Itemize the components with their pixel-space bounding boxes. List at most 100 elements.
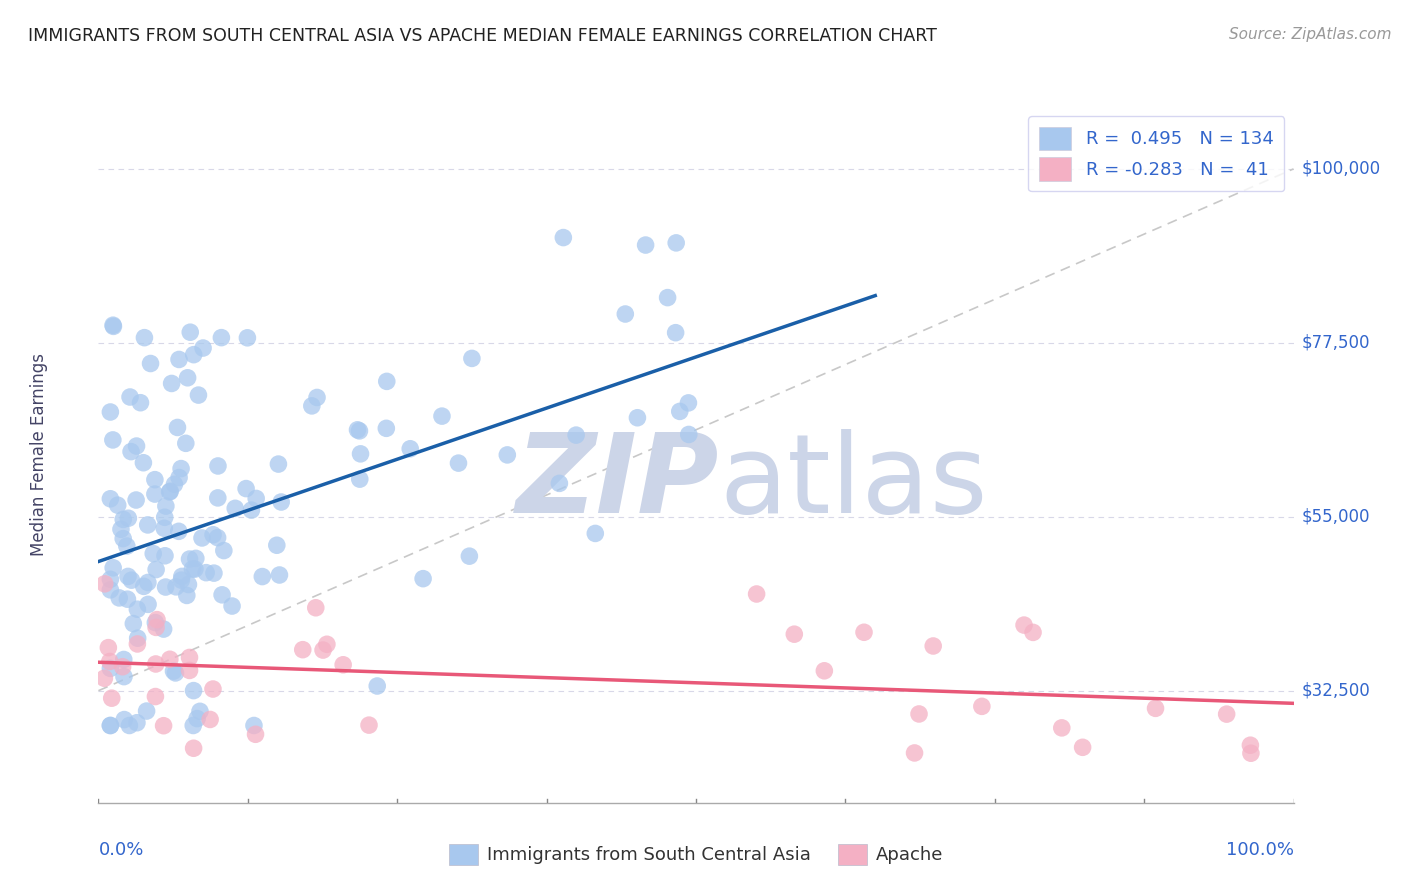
Point xyxy=(626,410,648,425)
Point xyxy=(922,639,945,653)
Point xyxy=(94,577,117,591)
Point xyxy=(97,640,120,655)
Point xyxy=(179,650,201,665)
Point xyxy=(745,587,768,601)
Point xyxy=(145,657,167,671)
Point xyxy=(236,331,259,345)
Point xyxy=(117,569,139,583)
Point xyxy=(93,671,115,685)
Point xyxy=(118,718,141,732)
Text: IMMIGRANTS FROM SOUTH CENTRAL ASIA VS APACHE MEDIAN FEMALE EARNINGS CORRELATION : IMMIGRANTS FROM SOUTH CENTRAL ASIA VS AP… xyxy=(28,27,936,45)
Point xyxy=(349,447,371,461)
Point xyxy=(120,444,142,458)
Point xyxy=(245,727,267,741)
Point xyxy=(665,326,688,340)
Point xyxy=(399,442,422,456)
Point xyxy=(447,456,470,470)
Point xyxy=(349,424,371,438)
Text: $77,500: $77,500 xyxy=(1302,334,1371,351)
Point xyxy=(145,620,167,634)
Point xyxy=(98,582,122,597)
Point xyxy=(167,352,190,367)
Point xyxy=(970,699,993,714)
Point xyxy=(179,552,201,566)
Point xyxy=(207,491,229,505)
Point xyxy=(179,664,201,678)
Point xyxy=(305,391,328,405)
Point xyxy=(458,549,481,563)
Point xyxy=(252,569,274,583)
Point xyxy=(98,405,122,419)
Point xyxy=(170,461,193,475)
Point xyxy=(155,580,177,594)
Point xyxy=(657,291,679,305)
Point xyxy=(142,547,165,561)
Point xyxy=(167,470,190,484)
Point xyxy=(207,458,229,473)
Point xyxy=(243,718,266,732)
Point xyxy=(112,512,135,526)
Point xyxy=(129,395,152,409)
Point xyxy=(1012,618,1035,632)
Point xyxy=(221,599,243,613)
Point xyxy=(101,318,124,333)
Point xyxy=(165,580,187,594)
Point xyxy=(375,375,398,389)
Point xyxy=(1215,707,1237,722)
Point xyxy=(1022,625,1045,640)
Point xyxy=(183,683,205,698)
Point xyxy=(125,715,148,730)
Point xyxy=(112,670,135,684)
Point xyxy=(122,616,145,631)
Point xyxy=(207,531,229,545)
Point xyxy=(153,510,176,524)
Point xyxy=(583,526,606,541)
Point xyxy=(668,404,690,418)
Point xyxy=(634,238,657,252)
Point xyxy=(665,235,688,250)
Point xyxy=(496,448,519,462)
Point xyxy=(132,456,155,470)
Point xyxy=(187,388,209,402)
Point xyxy=(269,568,291,582)
Point xyxy=(332,657,354,672)
Point xyxy=(211,588,233,602)
Point xyxy=(98,718,122,732)
Point xyxy=(184,562,207,576)
Point xyxy=(183,741,205,756)
Point xyxy=(179,325,201,339)
Point xyxy=(240,503,263,517)
Point xyxy=(212,543,235,558)
Point xyxy=(224,501,246,516)
Point xyxy=(195,566,218,580)
Point xyxy=(125,493,148,508)
Point xyxy=(235,482,257,496)
Point xyxy=(166,420,188,434)
Point xyxy=(112,532,135,546)
Text: $32,500: $32,500 xyxy=(1302,681,1371,699)
Point xyxy=(1240,746,1263,760)
Point xyxy=(159,484,181,499)
Point xyxy=(134,331,156,345)
Point xyxy=(191,341,214,355)
Point xyxy=(159,652,181,666)
Point xyxy=(136,517,159,532)
Point xyxy=(127,637,149,651)
Point xyxy=(346,423,368,437)
Point xyxy=(115,539,138,553)
Point xyxy=(101,433,124,447)
Point xyxy=(170,569,193,583)
Point xyxy=(375,421,398,435)
Point xyxy=(305,600,328,615)
Point xyxy=(853,625,876,640)
Point xyxy=(174,436,197,450)
Point xyxy=(188,704,211,718)
Point xyxy=(177,577,200,591)
Point xyxy=(565,428,588,442)
Point xyxy=(678,427,700,442)
Point xyxy=(184,551,207,566)
Point xyxy=(165,665,187,680)
Text: $100,000: $100,000 xyxy=(1302,160,1381,178)
Point xyxy=(125,439,148,453)
Point xyxy=(316,637,339,651)
